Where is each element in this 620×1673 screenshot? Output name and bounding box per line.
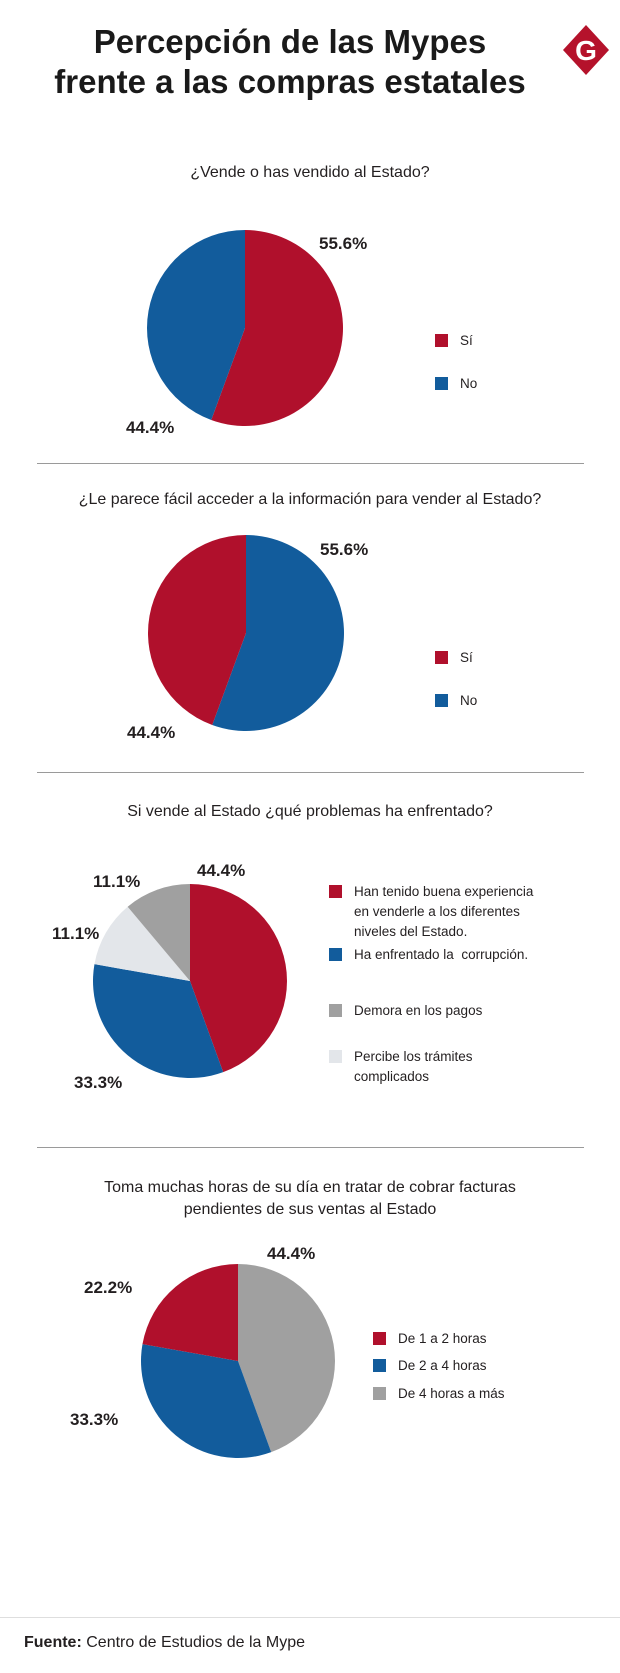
legend-swatch-red	[373, 1332, 386, 1345]
chart-3-legend-good: Han tenido buena experiencia en venderle…	[329, 882, 534, 942]
legend-label: No	[460, 693, 478, 708]
chart-2-label-no: 55.6%	[320, 540, 369, 559]
chart-3-title: Si vende al Estado ¿qué problemas ha enf…	[127, 803, 493, 820]
chart-4-label-2to4: 33.3%	[70, 1410, 119, 1429]
chart-1-legend-si: Sí	[435, 331, 473, 351]
source-label: Fuente:	[24, 1634, 82, 1651]
legend-swatch-gray	[329, 1004, 342, 1017]
chart-4-legend-2to4: De 2 a 4 horas	[373, 1356, 487, 1376]
legend-swatch-red	[329, 885, 342, 898]
chart-1-title: ¿Vende o has vendido al Estado?	[190, 164, 430, 181]
divider-3	[37, 1147, 584, 1148]
chart-3-legend-corruption: Ha enfrentado la corrupción.	[329, 945, 559, 965]
pie-3-slice-3	[94, 906, 190, 981]
chart-3-label-complicated: 11.1%	[52, 924, 100, 943]
chart-4-legend-4plus: De 4 horas a más	[373, 1384, 505, 1404]
chart-3-label-corruption: 33.3%	[74, 1073, 123, 1092]
chart-3-label-delay: 11.1%	[93, 872, 141, 891]
logo-letter: G	[575, 35, 597, 66]
legend-label: Demora en los pagos	[354, 1003, 483, 1018]
legend-swatch-blue	[373, 1359, 386, 1372]
chart-2-legend-si: Sí	[435, 648, 473, 668]
legend-label: Ha enfrentado la corrupción.	[354, 947, 529, 962]
legend-swatch-red	[435, 334, 448, 347]
chart-3-label-good: 44.4%	[197, 861, 246, 880]
legend-swatch-red	[435, 651, 448, 664]
legend-label: Percibe los trámites complicados	[354, 1049, 473, 1084]
title-line-2: frente a las compras estatales	[54, 63, 526, 100]
footer-divider	[0, 1617, 620, 1618]
pie-1-slice-1	[211, 230, 343, 426]
title-line-1: Percepción de las Mypes	[93, 23, 487, 60]
legend-swatch-gray	[373, 1387, 386, 1400]
chart-2-label-si: 44.4%	[127, 723, 176, 742]
legend-swatch-blue	[435, 694, 448, 707]
chart-1-label-si: 55.6%	[319, 234, 368, 253]
chart-3-legend-complicated: Percibe los trámites complicados	[329, 1047, 479, 1087]
divider-1	[37, 463, 584, 464]
pie-1-slice-2	[146, 230, 245, 420]
legend-swatch-blue	[435, 377, 448, 390]
pie-4-slice-3	[142, 1264, 238, 1361]
source-footer: Fuente: Centro de Estudios de la Mype	[24, 1634, 305, 1652]
source-text: Centro de Estudios de la Mype	[86, 1634, 306, 1651]
pie-4-slice-1	[238, 1264, 335, 1453]
legend-swatch-lightgray	[329, 1050, 342, 1063]
legend-label: Sí	[460, 333, 473, 348]
chart-1-legend-no: No	[435, 374, 477, 394]
chart-1-label-no: 44.4%	[126, 418, 175, 437]
gestion-logo-icon: G	[563, 25, 609, 75]
chart-2-legend-no: No	[435, 691, 477, 711]
pie-3-slice-2	[92, 964, 224, 1078]
pie-4-slice-2	[140, 1344, 272, 1458]
chart-4-legend-1to2: De 1 a 2 horas	[373, 1329, 487, 1349]
pie-2-slice-1	[212, 535, 345, 732]
chart-4-title: Toma muchas horas de su día en tratar de…	[104, 1179, 516, 1218]
logo-diamond	[563, 25, 609, 75]
divider-2	[37, 772, 584, 773]
legend-label: Han tenido buena experiencia en venderle…	[354, 884, 534, 939]
legend-label: De 4 horas a más	[398, 1386, 505, 1401]
pie-2-slice-2	[148, 535, 246, 725]
legend-label: Sí	[460, 650, 473, 665]
legend-label: De 1 a 2 horas	[398, 1331, 487, 1346]
chart-4-label-4plus: 44.4%	[267, 1244, 316, 1263]
chart-2-title: ¿Le parece fácil acceder a la informació…	[78, 491, 542, 508]
chart-4-label-1to2: 22.2%	[84, 1278, 133, 1297]
legend-label: No	[460, 376, 478, 391]
legend-swatch-blue	[329, 948, 342, 961]
legend-label: De 2 a 4 horas	[398, 1358, 487, 1373]
pie-3-slice-1	[190, 884, 287, 1073]
chart-3-legend-delay: Demora en los pagos	[329, 1001, 559, 1021]
pie-3-slice-4	[127, 883, 190, 981]
page-title: Percepción de las Mypes frente a las com…	[30, 22, 550, 102]
